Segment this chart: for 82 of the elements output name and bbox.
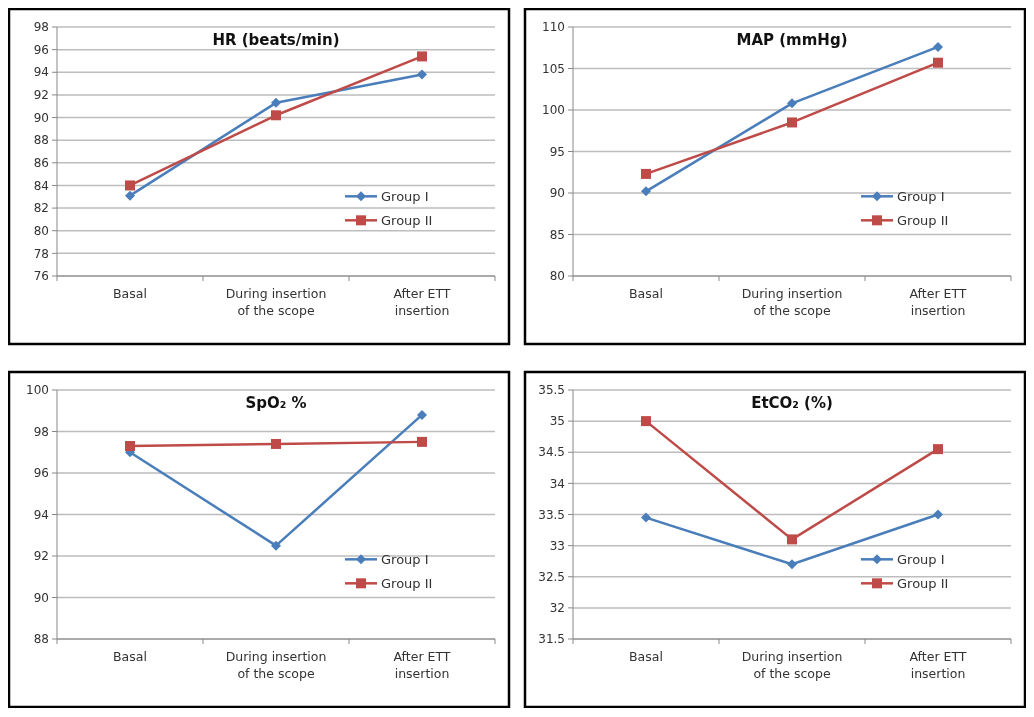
y-tick-label: 31.5 [538, 632, 565, 647]
x-tick-label: After ETT insertion [393, 286, 451, 318]
x-tick-label: During insertion of the scope [741, 286, 843, 318]
y-tick-label: 32 [549, 601, 565, 616]
point [933, 444, 943, 455]
point [641, 416, 651, 427]
y-tick-label: 98 [33, 20, 49, 35]
chart-title: MAP (mmHg) [736, 31, 848, 49]
point [125, 441, 135, 452]
point [417, 69, 427, 80]
y-tick-label: 86 [33, 156, 49, 171]
y-tick-label: 94 [33, 65, 49, 80]
legend-label: Group I [897, 551, 945, 567]
y-tick-label: 35 [549, 414, 565, 429]
y-tick-label: 98 [33, 424, 49, 439]
point [641, 186, 651, 197]
y-tick-label: 90 [33, 590, 49, 605]
point [641, 512, 651, 523]
y-tick-label: 105 [542, 61, 565, 76]
x-tick-label: During insertion of the scope [741, 649, 843, 681]
chart-title: SpO₂ % [245, 394, 307, 412]
y-tick-label: 92 [33, 88, 49, 103]
y-tick-label: 80 [549, 269, 565, 284]
legend-label: Group I [381, 188, 429, 204]
y-tick-label: 34 [549, 476, 565, 491]
x-tick-label: Basal [113, 649, 147, 664]
y-tick-label: 34.5 [538, 445, 565, 460]
x-tick-label: After ETT insertion [909, 286, 967, 318]
chart-title: EtCO₂ (%) [751, 394, 833, 412]
chart-title: HR (beats/min) [212, 31, 340, 49]
y-tick-label: 82 [33, 201, 49, 216]
point [787, 98, 797, 109]
y-tick-label: 80 [33, 223, 49, 238]
y-tick-label: 96 [33, 42, 49, 57]
point [271, 97, 281, 108]
legend-label: Group II [897, 575, 949, 591]
y-tick-label: 84 [33, 178, 49, 193]
y-tick-label: 96 [33, 466, 49, 481]
point [933, 57, 943, 68]
point [271, 110, 281, 121]
point [417, 51, 427, 62]
point [271, 540, 281, 551]
y-tick-label: 90 [33, 110, 49, 125]
y-tick-label: 88 [33, 133, 49, 148]
legend-label: Group II [381, 212, 433, 228]
y-tick-label: 100 [26, 383, 49, 398]
y-tick-label: 100 [542, 103, 565, 118]
point [787, 534, 797, 545]
x-tick-label: During insertion of the scope [225, 286, 327, 318]
legend-label: Group I [381, 551, 429, 567]
y-tick-label: 33.5 [538, 507, 565, 522]
y-tick-label: 92 [33, 549, 49, 564]
x-tick-label: During insertion of the scope [225, 649, 327, 681]
point [933, 41, 943, 52]
point [787, 117, 797, 128]
x-tick-label: After ETT insertion [393, 649, 451, 681]
x-tick-label: Basal [113, 286, 147, 301]
point [933, 509, 943, 520]
point [125, 180, 135, 191]
x-tick-label: After ETT insertion [909, 649, 967, 681]
point [417, 436, 427, 447]
x-tick-label: Basal [629, 286, 663, 301]
point [417, 409, 427, 420]
legend-label: Group I [897, 188, 945, 204]
y-tick-label: 85 [549, 227, 565, 242]
y-tick-label: 35.5 [538, 383, 565, 398]
y-tick-label: 88 [33, 632, 49, 647]
y-tick-label: 78 [33, 246, 49, 261]
y-tick-label: 76 [33, 269, 49, 284]
y-tick-label: 90 [549, 186, 565, 201]
point [271, 438, 281, 449]
y-tick-label: 33 [549, 538, 565, 553]
point [125, 190, 135, 201]
y-tick-label: 110 [542, 20, 565, 35]
y-tick-label: 32.5 [538, 569, 565, 584]
point [641, 168, 651, 179]
legend-label: Group II [897, 212, 949, 228]
point [787, 559, 797, 570]
y-tick-label: 95 [549, 144, 565, 159]
legend-label: Group II [381, 575, 433, 591]
x-tick-label: Basal [629, 649, 663, 664]
y-tick-label: 94 [33, 507, 49, 522]
